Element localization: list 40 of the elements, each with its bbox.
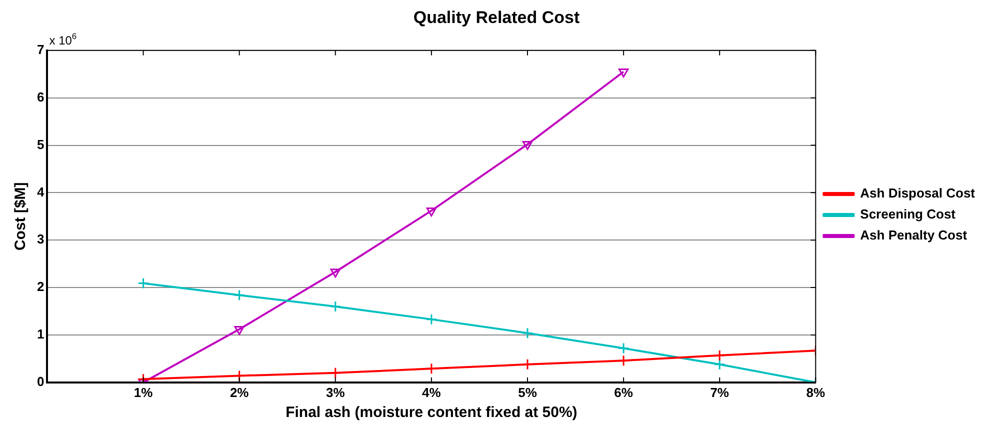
- point: [138, 278, 150, 290]
- point: [426, 207, 437, 216]
- y-tick-label: 3: [36, 232, 44, 247]
- x-tick-label: 3%: [326, 384, 346, 400]
- chart-title: Quality Related Cost: [413, 8, 580, 27]
- x-tick-label: 8%: [806, 384, 826, 400]
- point: [330, 300, 342, 312]
- point: [426, 314, 438, 326]
- y-tick-label: 5: [36, 136, 44, 152]
- y-tick-label: 0: [36, 374, 44, 389]
- y-tick-label: 6: [36, 89, 44, 104]
- x-axis-title: Final ash (moisture content fixed at 50%): [286, 404, 578, 422]
- x-tick-label: 6%: [614, 384, 634, 400]
- point: [618, 342, 630, 354]
- point: [522, 358, 534, 370]
- point: [522, 141, 533, 150]
- point: [618, 68, 629, 78]
- y-tick-label: 1: [36, 326, 44, 342]
- point: [234, 289, 246, 301]
- legend-label: Ash Disposal Cost: [860, 186, 976, 201]
- x-tick-label: 7%: [710, 384, 730, 400]
- point: [426, 362, 438, 374]
- point: [618, 354, 630, 366]
- point: [714, 350, 726, 362]
- point: [330, 367, 342, 379]
- y-tick-label: 4: [36, 184, 45, 200]
- x-tick-label: 4%: [422, 384, 442, 400]
- point: [234, 326, 244, 336]
- y-tick-label: 2: [36, 279, 44, 294]
- legend-label: Screening Cost: [860, 206, 956, 222]
- legend-label: Ash Penalty Cost: [860, 228, 968, 243]
- x-tick-label: 1%: [134, 384, 154, 400]
- y-axis-title: Cost [$M]: [12, 182, 30, 251]
- point: [522, 327, 534, 339]
- x-tick-label: 5%: [518, 384, 538, 400]
- y-tick-label: 7: [36, 42, 44, 57]
- point: [714, 358, 726, 370]
- x-tick-label: 2%: [230, 384, 250, 400]
- point: [330, 268, 340, 278]
- point: [138, 373, 150, 382]
